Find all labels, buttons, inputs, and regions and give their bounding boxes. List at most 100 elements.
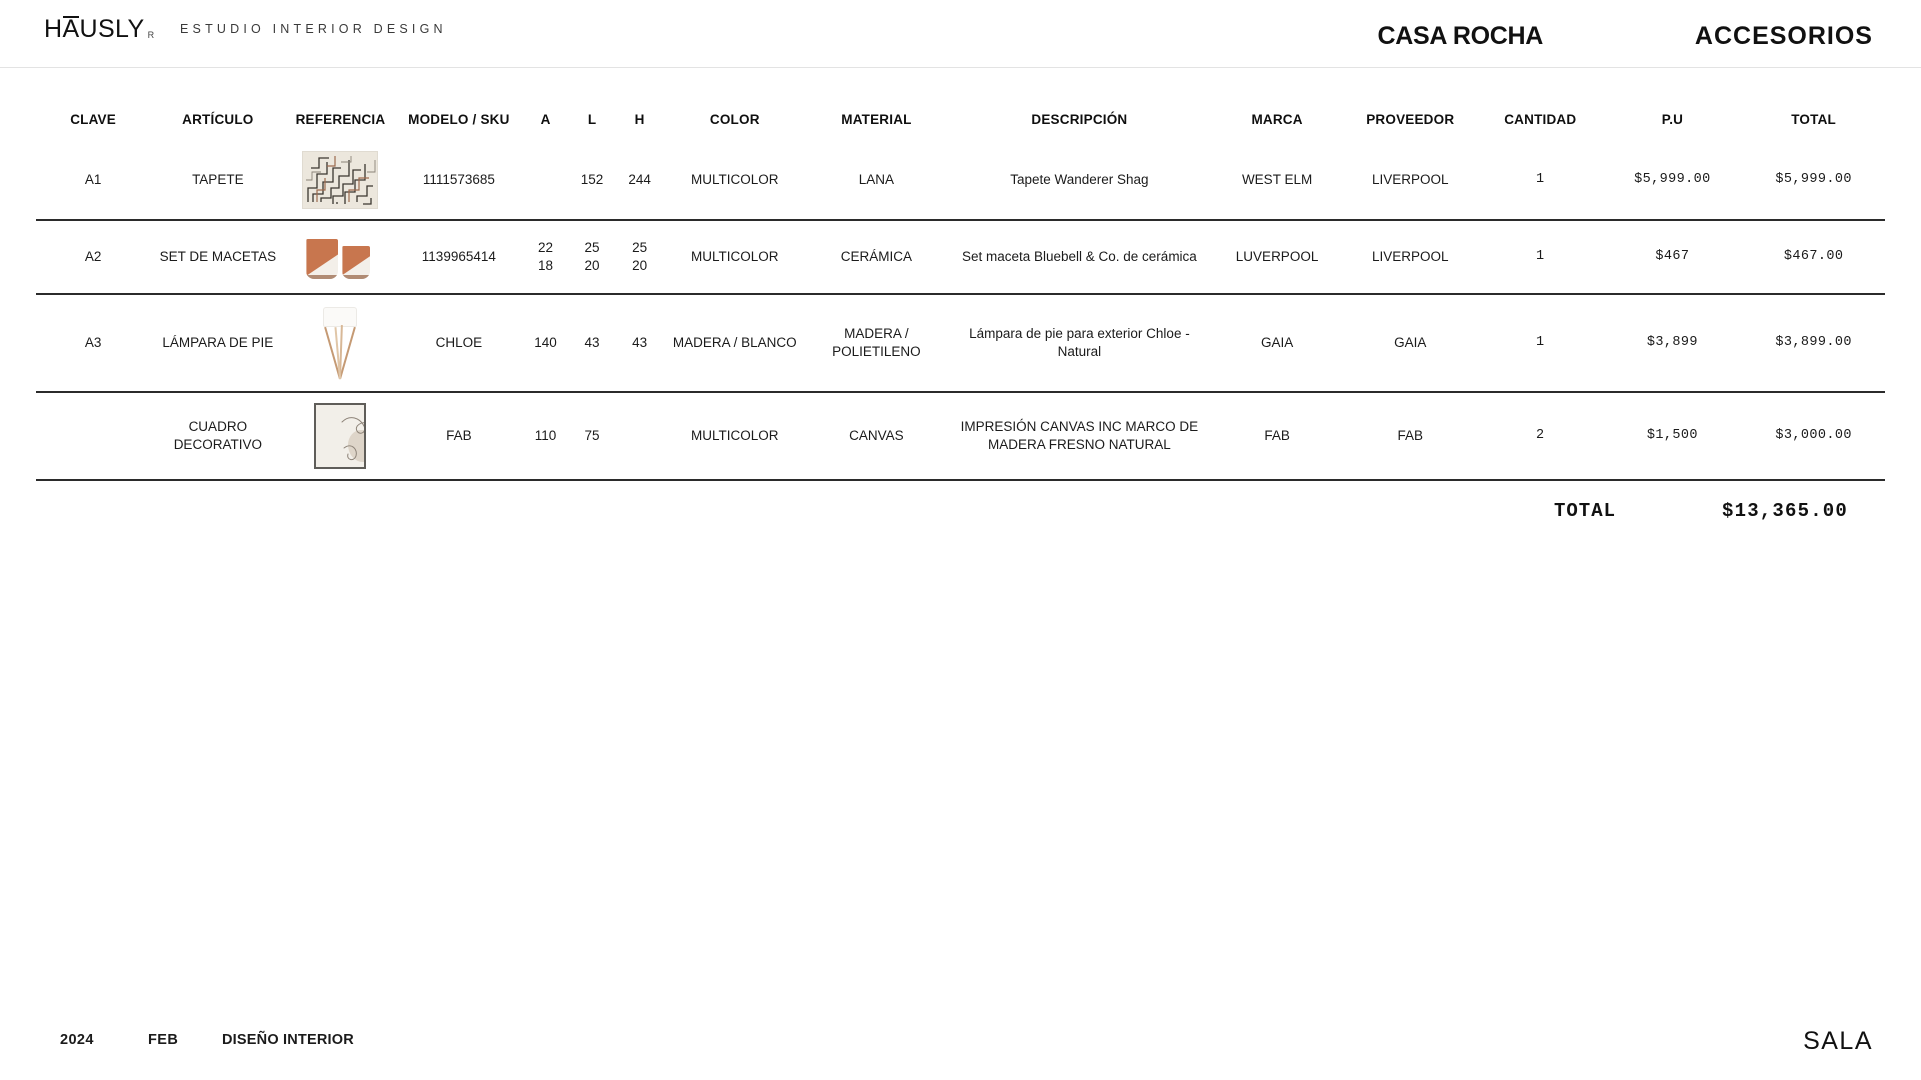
column-header-marca: MARCA <box>1251 112 1303 127</box>
grand-total-value: $13,365.00 <box>1721 500 1849 522</box>
column-header-descripcion: DESCRIPCIÓN <box>1031 112 1128 127</box>
cell-color: MULTICOLOR <box>691 171 779 187</box>
pot-base <box>342 275 371 279</box>
cell-material: CANVAS <box>849 427 904 443</box>
cell-clave: A2 <box>84 248 102 264</box>
column-header-articulo: ARTÍCULO <box>182 112 254 127</box>
canvas-frame-thumbnail <box>314 403 367 469</box>
cell-cantidad: 1 <box>1536 248 1545 264</box>
cell-descripcion: Tapete Wanderer Shag <box>1010 171 1149 187</box>
cell-pu: $3,899 <box>1646 334 1698 350</box>
cell-articulo: TAPETE <box>192 171 244 187</box>
cell-clave <box>36 392 150 480</box>
cell-total: $467.00 <box>1783 248 1844 264</box>
column-header-modelo-sku: MODELO / SKU <box>408 112 510 127</box>
cell-modelo-sku: 1139965414 <box>421 248 496 264</box>
column-header-h: H <box>634 112 645 127</box>
cell-modelo-sku: FAB <box>446 427 472 443</box>
brand-logo: HAUSLY R <box>44 15 155 43</box>
footer-department: DISEÑO INTERIOR <box>222 1032 354 1048</box>
items-table-container: CLAVE ARTÍCULO REFERENCIA MODELO / SKU A… <box>36 108 1885 481</box>
cell-l: 25 20 <box>584 239 600 273</box>
table-header-row: CLAVE ARTÍCULO REFERENCIA MODELO / SKU A… <box>36 108 1885 141</box>
cell-proveedor: LIVERPOOL <box>1372 171 1449 187</box>
pot-base <box>306 275 339 279</box>
cell-a: 22 18 <box>538 239 554 273</box>
rug-pattern-icon <box>303 152 378 208</box>
cell-descripcion: IMPRESIÓN CANVAS INC MARCO DE MADERA FRE… <box>960 418 1199 452</box>
cell-l: 43 <box>584 334 600 350</box>
section-title: ACCESORIOS <box>1694 22 1873 50</box>
cell-descripcion: Lámpara de pie para exterior Chloe - Nat… <box>969 325 1190 359</box>
cell-total: $5,999.00 <box>1775 171 1852 187</box>
column-header-referencia: REFERENCIA <box>295 112 386 127</box>
footer-room: SALA <box>1803 1027 1873 1055</box>
column-header-cantidad: CANTIDAD <box>1504 112 1577 127</box>
cell-color: MULTICOLOR <box>691 248 779 264</box>
cell-total: $3,899.00 <box>1775 334 1852 350</box>
cell-material: CERÁMICA <box>840 248 913 264</box>
table-row[interactable]: A2 SET DE MACETAS <box>36 220 1885 294</box>
table-row[interactable]: A1 TAPETE <box>36 141 1885 220</box>
pots-thumbnail <box>304 231 376 283</box>
grand-total-row: TOTAL $13,365.00 <box>36 500 1885 522</box>
column-header-l: L <box>587 112 597 127</box>
brand-tagline: ESTUDIO INTERIOR DESIGN <box>180 22 447 36</box>
cell-h <box>615 392 664 480</box>
column-header-a: A <box>540 112 551 127</box>
cell-proveedor: LIVERPOOL <box>1372 248 1449 264</box>
table-row[interactable]: A3 LÁMPARA DE PIE CHLOE 140 43 <box>36 294 1885 392</box>
footer-year: 2024 <box>60 1032 94 1048</box>
cell-pu: $1,500 <box>1646 427 1698 443</box>
cell-a: 110 <box>534 427 557 443</box>
rug-thumbnail <box>302 151 379 209</box>
column-header-pu: P.U <box>1661 112 1684 127</box>
cell-modelo-sku: CHLOE <box>435 334 483 350</box>
pot-small-icon <box>342 246 371 279</box>
cell-marca: LUVERPOOL <box>1235 248 1319 264</box>
registered-mark: R <box>147 30 155 40</box>
cell-l: 152 <box>580 171 604 187</box>
cell-referencia <box>285 294 395 392</box>
grand-total-label: TOTAL <box>1553 500 1616 522</box>
brand-name: HAUSLY <box>44 15 145 43</box>
page-footer: 2024 FEB DISEÑO INTERIOR SALA <box>0 988 1921 1080</box>
table-row[interactable]: CUADRO DECORATIVO <box>36 392 1885 480</box>
cell-h: 25 20 <box>632 239 648 273</box>
cell-material: LANA <box>858 171 895 187</box>
items-table: CLAVE ARTÍCULO REFERENCIA MODELO / SKU A… <box>36 108 1885 481</box>
cell-descripcion: Set maceta Bluebell & Co. de cerámica <box>961 248 1197 264</box>
cell-h: 244 <box>628 171 651 187</box>
cell-color: MADERA / BLANCO <box>672 334 797 350</box>
lamp-thumbnail <box>310 305 370 381</box>
cell-a: 140 <box>534 334 557 350</box>
cell-cantidad: 1 <box>1536 171 1545 187</box>
cell-articulo: SET DE MACETAS <box>159 248 277 264</box>
column-header-color: COLOR <box>709 112 760 127</box>
macron-accent <box>63 16 79 18</box>
brand-name-text: HAUSLY <box>44 15 145 43</box>
cell-marca: GAIA <box>1260 334 1294 350</box>
cell-referencia <box>285 141 395 220</box>
table-body: A1 TAPETE <box>36 141 1885 480</box>
project-title: CASA ROCHA <box>1377 22 1543 50</box>
cell-referencia <box>285 220 395 294</box>
column-header-total: TOTAL <box>1791 112 1836 127</box>
cell-cantidad: 1 <box>1536 334 1545 350</box>
cell-proveedor: FAB <box>1397 427 1424 443</box>
cell-clave: A1 <box>84 171 102 187</box>
cell-marca: WEST ELM <box>1241 171 1313 187</box>
pot-large-icon <box>306 239 339 279</box>
cell-modelo-sku: 1111573685 <box>422 171 495 187</box>
cell-referencia <box>285 392 395 480</box>
column-header-clave: CLAVE <box>70 112 116 127</box>
cell-cantidad: 2 <box>1536 427 1545 443</box>
cell-articulo: LÁMPARA DE PIE <box>162 334 274 350</box>
footer-month: FEB <box>148 1032 179 1048</box>
cell-a <box>522 141 569 220</box>
column-header-proveedor: PROVEEDOR <box>1366 112 1455 127</box>
cell-proveedor: GAIA <box>1394 334 1427 350</box>
cell-articulo: CUADRO DECORATIVO <box>173 418 262 452</box>
column-header-material: MATERIAL <box>841 112 912 127</box>
